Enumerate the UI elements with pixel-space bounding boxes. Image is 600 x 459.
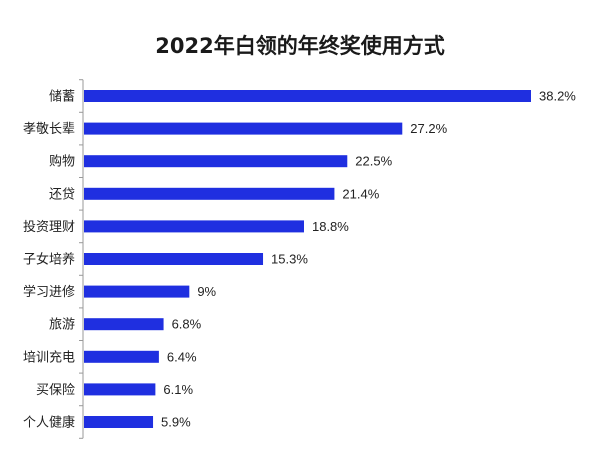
category-label: 买保险 [36,383,75,398]
bar [84,318,164,331]
bar [84,90,531,102]
value-label: 38.2% [539,89,576,104]
bar [84,285,190,298]
category-label: 孝敬长辈 [23,121,75,137]
category-label: 培训充电 [23,349,75,365]
value-label: 6.4% [167,349,197,364]
value-label: 15.3% [271,252,308,267]
category-label: 个人健康 [23,415,75,431]
category-label: 购物 [49,154,75,170]
category-label: 旅游 [49,318,75,333]
bar [84,220,304,233]
category-label: 子女培养 [23,252,75,268]
value-label: 9% [197,284,216,299]
bar [84,416,154,428]
bar [84,155,348,168]
value-label: 6.1% [163,382,193,397]
value-label: 21.4% [342,186,379,201]
category-label: 储蓄 [49,90,75,105]
bar [84,253,264,265]
category-label: 学习进修 [23,284,75,300]
category-label: 还贷 [49,187,75,202]
bar [84,122,403,135]
value-label: 22.5% [355,154,392,169]
chart-title: 2022年白领的年终奖使用方式 [155,34,445,58]
value-label: 6.8% [172,317,202,332]
value-label: 27.2% [410,121,447,136]
value-label: 18.8% [312,219,349,234]
bar [84,383,156,396]
bar [84,350,159,363]
value-label: 5.9% [161,415,191,430]
category-label: 投资理财 [23,219,75,235]
bar [84,187,335,200]
